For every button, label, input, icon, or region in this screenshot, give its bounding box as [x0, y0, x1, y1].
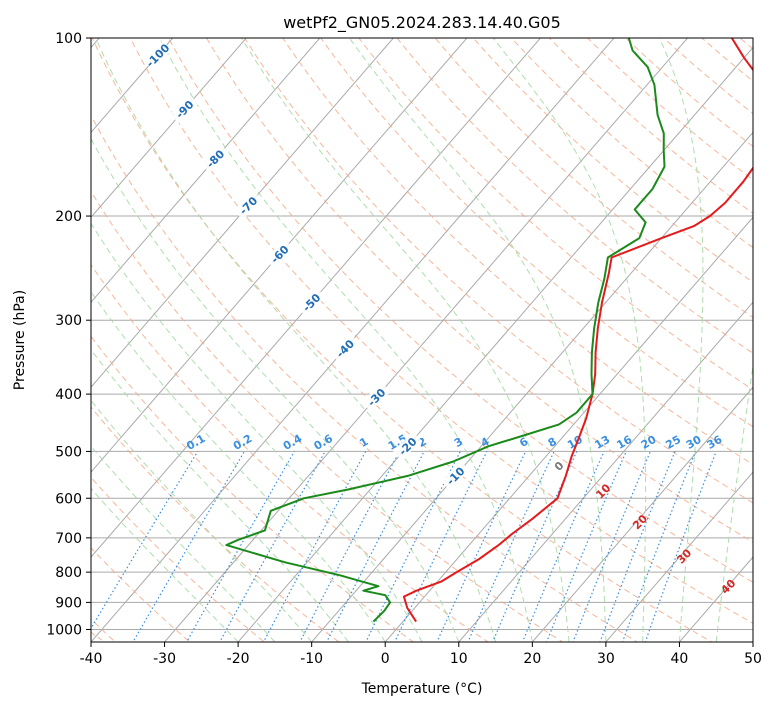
- isotherm-label-bg: [264, 239, 294, 269]
- series-layer: [225, 38, 753, 623]
- isotherm-label-bg: [233, 190, 263, 220]
- y-tick-label: 700: [55, 531, 82, 547]
- dry-adiabat-line: [320, 38, 753, 428]
- x-tick-label: 20: [523, 651, 541, 667]
- x-tick-label: 0: [381, 651, 390, 667]
- x-tick-label: 40: [671, 651, 689, 667]
- moist-adiabat-line: [348, 38, 607, 642]
- dry-adiabat-line: [91, 406, 340, 642]
- moist-adiabat-line: [241, 38, 570, 642]
- isotherm-line: [531, 386, 753, 642]
- isotherm-line: [311, 131, 753, 642]
- dry-adiabat-line: [396, 38, 753, 354]
- isotherm-line: [605, 471, 753, 642]
- isotherm-line: [458, 301, 753, 642]
- isotherm-label-bg: [200, 143, 230, 173]
- mixing-ratio-line: [521, 451, 605, 642]
- dry-adiabat-line: [358, 38, 753, 391]
- isotherm-label-bg: [169, 94, 199, 124]
- x-tick-label: -10: [300, 651, 323, 667]
- isotherm-line: [91, 38, 174, 134]
- dry-adiabat-line: [91, 263, 489, 642]
- x-tick-label: -30: [153, 651, 176, 667]
- y-tick-label: 800: [55, 565, 82, 581]
- isotherm-line: [91, 38, 321, 304]
- isotherm-line: [91, 38, 468, 473]
- y-tick-label: 300: [55, 313, 82, 329]
- dry-adiabat-line: [244, 38, 753, 504]
- moist-adiabat-line: [159, 38, 533, 642]
- dry-adiabat-line: [91, 335, 415, 642]
- isotherm-line: [91, 38, 247, 219]
- dry-adiabat-line: [91, 114, 639, 642]
- isotherm-line: [163, 38, 689, 642]
- moist-adiabat-line: [492, 38, 647, 642]
- isotherm-line: [91, 38, 542, 558]
- mixing-ratio-line: [394, 451, 488, 642]
- isotherm-label-bg: [330, 333, 360, 363]
- y-axis-label: Pressure (hPa): [12, 290, 28, 390]
- mixing-ratio-line: [132, 451, 245, 642]
- x-tick-label: 10: [450, 651, 468, 667]
- isotherm-line: [237, 46, 753, 642]
- isotherm-label-bg: [296, 287, 326, 317]
- mixing-ratio-line: [262, 451, 367, 642]
- moist-adiabat-line: [91, 399, 313, 642]
- isotherm-label-bg: [142, 40, 172, 70]
- isotherm-label-bg: [361, 382, 391, 412]
- isotherm-label-bg: [440, 461, 470, 491]
- y-tick-label: 1000: [46, 622, 82, 638]
- mixing-ratio-line: [91, 451, 199, 630]
- moist-adiabat-line: [91, 137, 460, 642]
- plot-frame: [90, 37, 754, 643]
- y-tick-label: 900: [55, 595, 82, 611]
- mixing-ratio-line: [467, 451, 555, 642]
- moist-adiabat-line: [91, 222, 423, 642]
- moist-adiabat-line: [95, 38, 497, 642]
- dry-adiabat-line: [205, 38, 753, 543]
- y-tick-label: 600: [55, 491, 82, 507]
- dry-adiabat-line: [91, 190, 564, 642]
- dewpoint-profile-line: [225, 38, 666, 623]
- dry-adiabat-line: [91, 476, 266, 642]
- moist-adiabat-line: [91, 290, 386, 642]
- y-tick-label: 400: [55, 387, 82, 403]
- x-axis-label: Temperature (°C): [361, 681, 483, 697]
- x-tick-label: -40: [80, 651, 103, 667]
- moist-adiabat-line: [658, 38, 704, 642]
- x-tick-label: -20: [227, 651, 250, 667]
- x-tick-label: 50: [744, 651, 762, 667]
- y-tick-label: 200: [55, 209, 82, 225]
- mixing-ratio-line: [219, 451, 326, 642]
- dry-adiabat-line: [167, 38, 753, 583]
- temperature-profile-line: [402, 38, 753, 623]
- isotherm-line: [91, 38, 395, 388]
- moist-adiabat-line: [715, 362, 753, 642]
- y-tick-label: 100: [55, 31, 82, 47]
- isotherm-label-bg: [392, 431, 422, 461]
- moist-adiabat-line: [91, 348, 349, 642]
- y-tick-label: 500: [55, 444, 82, 460]
- chart-title: wetPf2_GN05.2024.283.14.40.G05: [283, 13, 561, 33]
- x-tick-label: 30: [597, 651, 615, 667]
- mixing-ratio-line: [492, 451, 578, 642]
- mixing-ratio-line: [545, 451, 627, 642]
- tick-layer: -40 -30 -20 -10 0 10 20 30 40 50 100 200 300 400 500 60…: [46, 31, 762, 667]
- mixing-ratio-line: [365, 451, 461, 642]
- grid-layer: [91, 38, 753, 642]
- dry-adiabat-line: [129, 38, 753, 624]
- dry-adiabat-line: [91, 547, 191, 642]
- dry-adiabat-line: [91, 38, 713, 642]
- isotherm-line: [384, 216, 753, 642]
- moist-adiabat-line: [91, 445, 276, 642]
